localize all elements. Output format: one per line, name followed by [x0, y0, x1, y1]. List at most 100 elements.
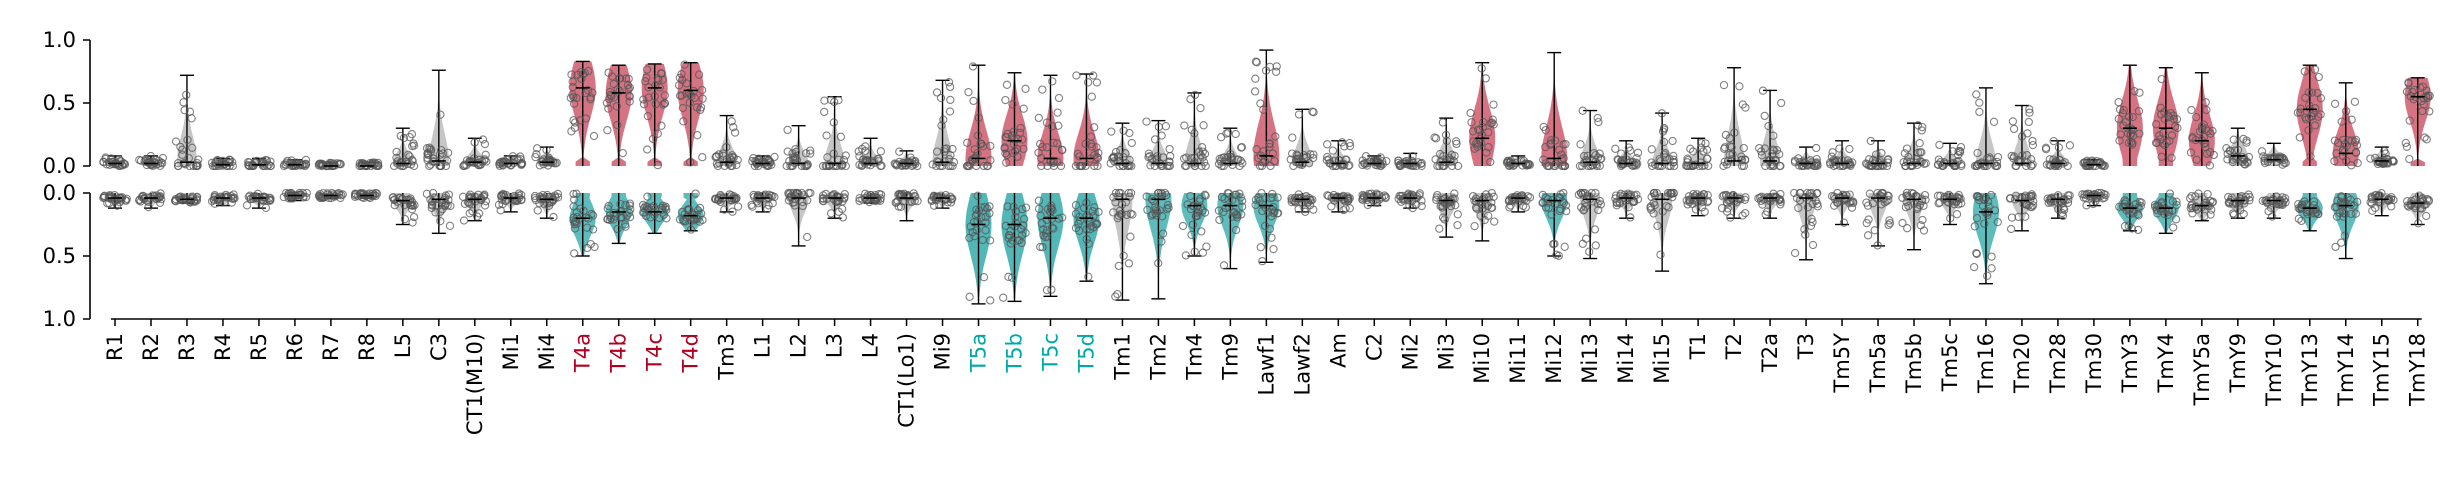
top-point	[659, 100, 668, 109]
bottom-point	[1358, 195, 1367, 204]
top-point	[644, 93, 653, 102]
top-point	[477, 157, 487, 166]
bottom-point	[965, 292, 974, 301]
bottom-violin-TmY9	[2224, 190, 2254, 219]
bottom-violin-TmY15	[2366, 189, 2398, 217]
top-point	[2188, 134, 2197, 143]
top-point	[609, 79, 618, 89]
top-point	[1659, 150, 1669, 159]
top-point	[1256, 99, 1265, 108]
top-point	[658, 75, 667, 84]
top-point	[1555, 145, 1564, 155]
bottom-point	[1863, 201, 1873, 210]
x-tick-label: T4d	[679, 333, 703, 374]
bottom-point	[2200, 211, 2209, 221]
bottom-point	[1849, 198, 1858, 208]
top-point	[2311, 104, 2320, 113]
top-point	[2425, 107, 2434, 116]
top-point	[841, 151, 850, 160]
bottom-point	[1842, 195, 1851, 204]
bottom-point	[1343, 192, 1352, 201]
top-point	[2198, 125, 2207, 134]
top-point	[1954, 150, 1963, 160]
bottom-point	[1380, 191, 1389, 200]
top-point	[2316, 94, 2326, 103]
bottom-point	[2310, 209, 2320, 218]
bottom-point	[1942, 193, 1952, 202]
x-tick-label: L3	[823, 333, 847, 358]
bottom-point	[1718, 192, 1727, 201]
top-point	[1013, 134, 1022, 143]
bottom-point	[1722, 207, 1732, 216]
top-point	[334, 159, 344, 169]
top-point	[1254, 153, 1263, 163]
top-point	[977, 139, 986, 149]
bottom-point	[2080, 190, 2089, 199]
top-violin-L4	[854, 137, 886, 171]
top-point	[1009, 127, 1018, 136]
bottom-violin-L4	[855, 189, 886, 207]
bottom-point	[1444, 197, 1453, 206]
top-point	[426, 145, 436, 154]
top-point	[1737, 152, 1746, 161]
bottom-point	[981, 226, 990, 235]
bottom-point	[972, 205, 981, 214]
bottom-point	[1071, 209, 1081, 218]
bottom-point	[458, 192, 468, 201]
bottom-point	[1806, 192, 1815, 201]
bottom-point	[970, 232, 979, 241]
bottom-point	[1847, 203, 1857, 212]
bottom-point	[1237, 202, 1247, 211]
top-violin-TmY13	[2293, 64, 2326, 166]
top-point	[398, 161, 407, 171]
top-point	[800, 161, 809, 171]
bottom-point	[1800, 225, 1809, 234]
top-point	[1271, 67, 1281, 76]
top-point	[156, 158, 166, 167]
top-point	[1294, 110, 1304, 119]
top-violin-T4b	[602, 64, 634, 166]
top-point	[1488, 115, 1497, 124]
x-tick-label: R7	[319, 333, 343, 361]
bottom-point	[1484, 211, 1493, 220]
bottom-point	[1724, 196, 1733, 205]
top-point	[1938, 161, 1947, 170]
top-point	[2135, 129, 2144, 138]
x-tick-label: T5c	[1038, 333, 1062, 372]
x-tick-label: TmY10	[2262, 333, 2286, 407]
top-point	[578, 69, 588, 79]
bottom-point	[2337, 238, 2346, 247]
bottom-point	[2169, 223, 2178, 232]
bottom-point	[332, 189, 342, 199]
bottom-point	[2055, 196, 2065, 206]
top-point	[732, 160, 741, 170]
top-point	[1146, 161, 1155, 170]
top-point	[782, 161, 791, 171]
top-point	[1190, 129, 1199, 138]
top-point	[829, 149, 838, 158]
top-point	[1934, 155, 1943, 164]
top-point	[1719, 80, 1729, 90]
bottom-point	[1363, 200, 1372, 210]
bottom-point	[1481, 190, 1491, 199]
bottom-point	[910, 196, 919, 206]
top-point	[480, 139, 490, 149]
top-point	[1683, 158, 1692, 167]
bottom-point	[1885, 219, 1895, 228]
top-violin-TmY18	[2401, 77, 2434, 166]
bottom-point	[2186, 204, 2195, 213]
top-point	[478, 135, 488, 144]
top-violin-Tm5a	[1861, 136, 1893, 171]
top-point	[785, 156, 794, 166]
bottom-point	[896, 202, 906, 211]
bottom-point	[1549, 239, 1558, 249]
bottom-point	[480, 201, 490, 210]
top-point	[423, 153, 432, 163]
top-point	[1974, 160, 1983, 169]
bottom-point	[2224, 192, 2233, 202]
top-point	[1595, 149, 1604, 158]
bottom-point	[1268, 193, 1277, 202]
top-point	[1472, 138, 1481, 148]
top-point	[1200, 158, 1209, 167]
top-point	[1288, 133, 1297, 142]
